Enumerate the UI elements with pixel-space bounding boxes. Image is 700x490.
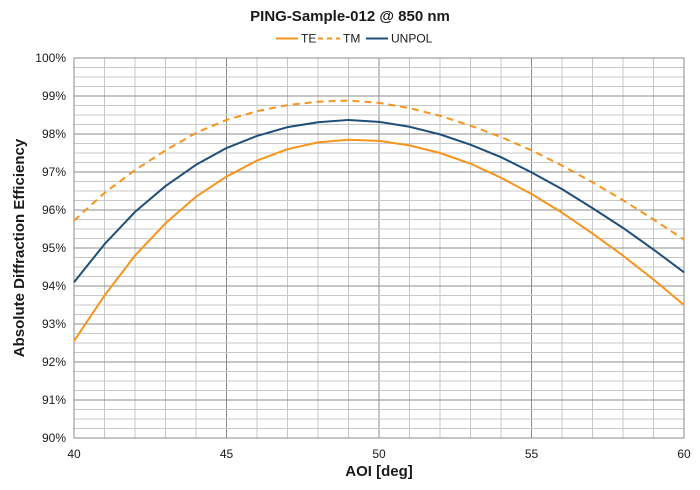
x-tick-label: 40 — [67, 447, 81, 461]
series-line-tm — [73, 99, 685, 241]
plot-area — [73, 57, 685, 439]
series-layer — [73, 99, 685, 342]
x-tick-label: 60 — [677, 447, 691, 461]
y-tick-label: 95% — [42, 241, 66, 255]
tick-labels: 40 45 50 55 60 90% 91% 92% 93% 94% 95% 96% 97% 98% 99%… — [35, 51, 691, 461]
legend-label-unpol: UNPOL — [391, 32, 433, 46]
chart-title: PING-Sample-012 @ 850 nm — [250, 8, 450, 25]
x-tick-label: 45 — [220, 447, 234, 461]
y-tick-label: 91% — [42, 393, 66, 407]
legend-label-tm: TM — [343, 32, 360, 46]
grid — [74, 58, 684, 438]
legend-label-te: TE — [301, 32, 316, 46]
y-tick-label: 100% — [35, 51, 66, 65]
y-tick-label: 96% — [42, 203, 66, 217]
y-tick-label: 97% — [42, 165, 66, 179]
x-axis-label: AOI [deg] — [345, 463, 413, 480]
series-line-unpol — [73, 118, 685, 283]
y-tick-label: 98% — [42, 127, 66, 141]
legend: TE TM UNPOL — [276, 32, 433, 46]
x-tick-label: 55 — [525, 447, 539, 461]
series-line-te — [73, 138, 685, 342]
y-tick-label: 92% — [42, 355, 66, 369]
y-tick-label: 94% — [42, 279, 66, 293]
y-tick-label: 99% — [42, 89, 66, 103]
y-axis-label: Absolute Diffraction Efficiency — [11, 138, 28, 357]
x-tick-label: 50 — [372, 447, 386, 461]
y-tick-label: 93% — [42, 317, 66, 331]
y-tick-label: 90% — [42, 431, 66, 445]
